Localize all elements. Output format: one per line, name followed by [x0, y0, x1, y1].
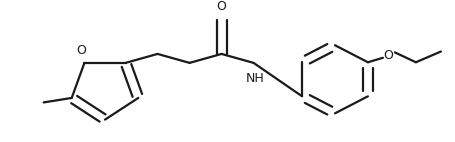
Text: O: O [76, 44, 86, 57]
Text: NH: NH [246, 72, 264, 85]
Text: O: O [216, 0, 226, 13]
Text: O: O [382, 49, 392, 62]
